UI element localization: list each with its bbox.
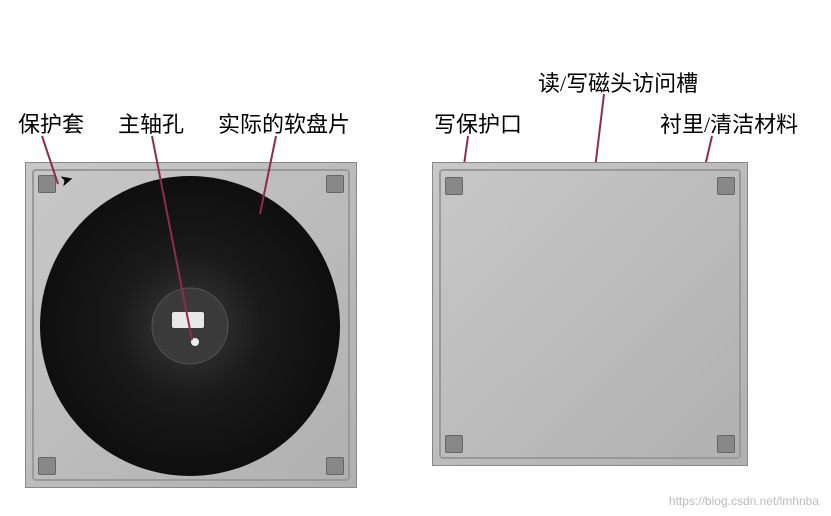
label-rw-head-slot: 读/写磁头访问槽 [538,66,698,98]
corner-hole [717,435,735,453]
corner-hole [326,175,344,193]
corner-hole [326,457,344,475]
corner-hole [38,175,56,193]
label-actual-disk: 实际的软盘片 [218,107,350,139]
label-protective-sleeve: 保护套 [18,107,84,139]
write-protect-notch [445,177,463,195]
left-disk-frame [25,162,357,488]
corner-hole [445,435,463,453]
right-disk-frame [432,162,748,466]
label-write-protect: 写保护口 [434,107,522,139]
label-spindle-hole: 主轴孔 [118,107,184,139]
corner-hole [38,457,56,475]
watermark-text: https://blog.csdn.net/lmhnba [669,494,819,508]
label-liner: 衬里/清洁材料 [660,107,798,139]
corner-hole [717,177,735,195]
